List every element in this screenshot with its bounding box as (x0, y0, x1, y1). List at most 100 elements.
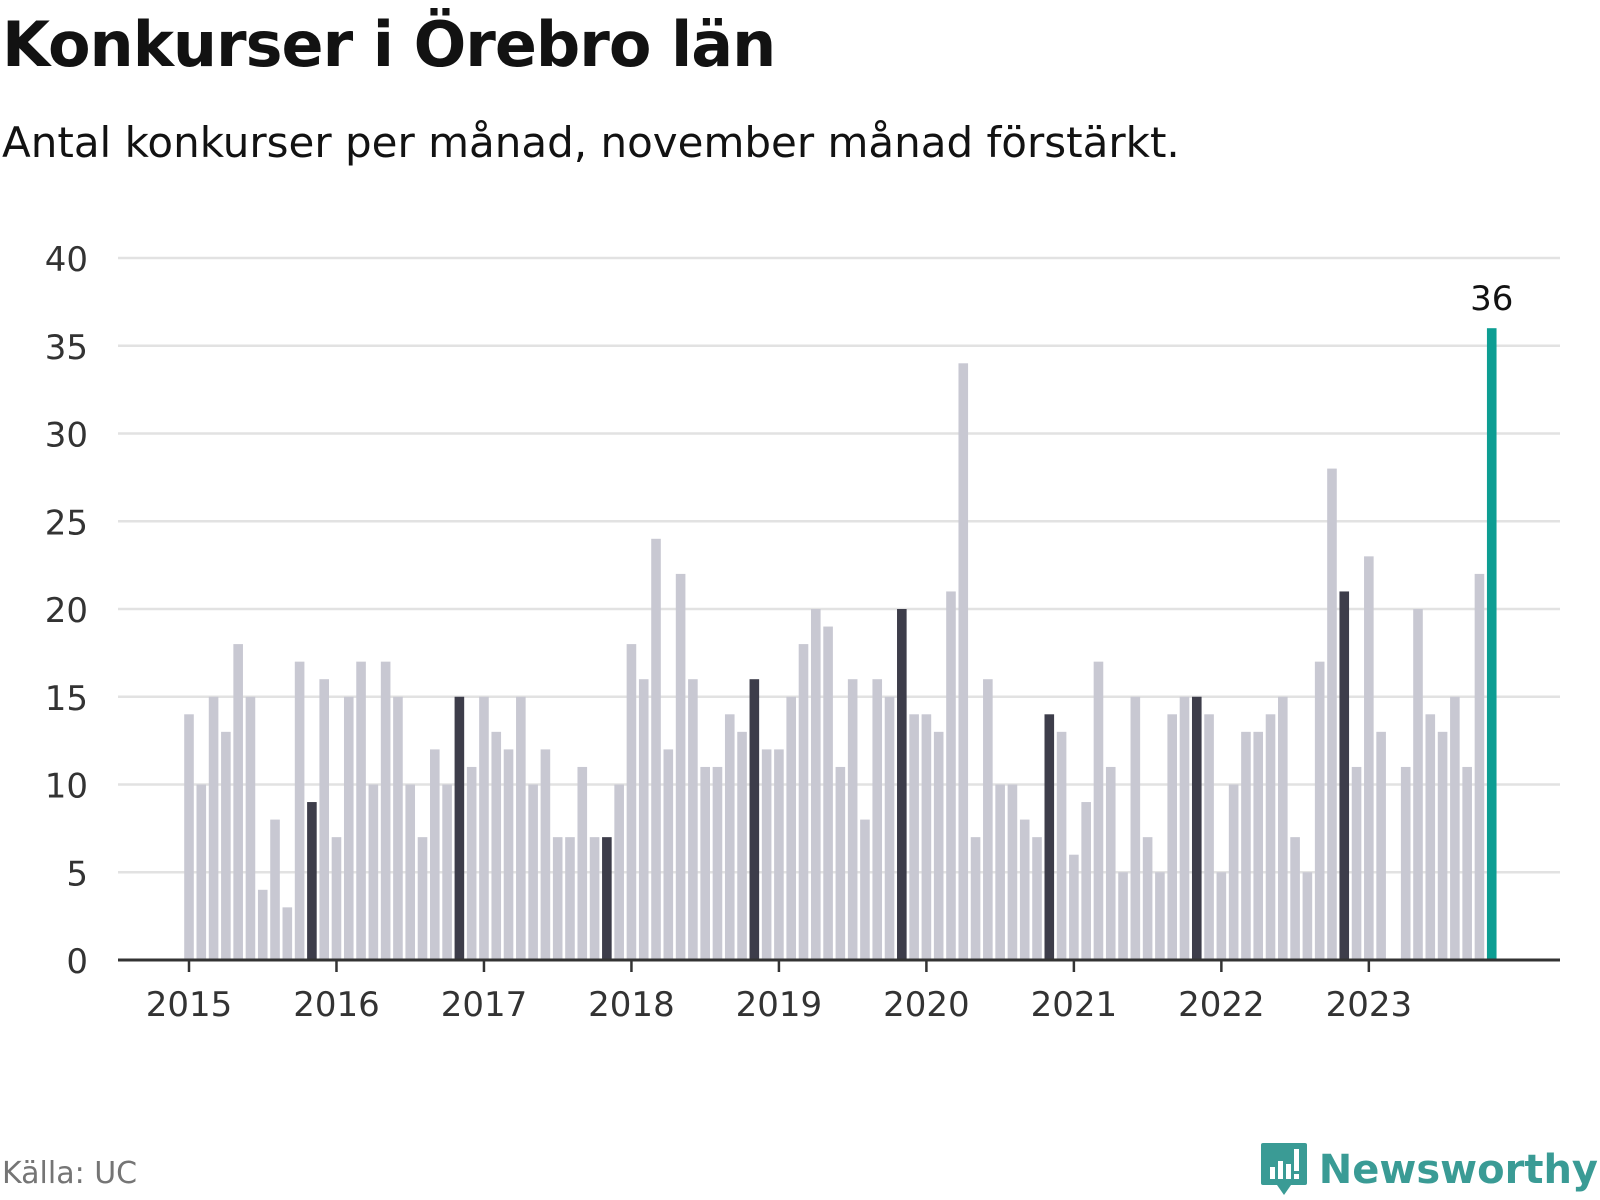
y-tick-label: 15 (45, 679, 88, 719)
bar (786, 696, 797, 960)
bar (356, 661, 366, 960)
x-tick-label: 2015 (146, 985, 233, 1025)
bar (1413, 609, 1423, 960)
grid-lines (118, 256, 1560, 874)
bar (614, 784, 624, 960)
bar (245, 696, 256, 960)
bar (724, 714, 735, 960)
bar (270, 819, 280, 960)
bar (1364, 556, 1374, 960)
newsworthy-logo-icon (1260, 1143, 1307, 1195)
bar (491, 731, 502, 960)
y-tick-label: 20 (45, 591, 88, 631)
bar (1450, 696, 1460, 960)
bar (1019, 819, 1030, 960)
bar (688, 679, 698, 960)
bar (700, 766, 710, 960)
bar (540, 749, 551, 960)
bar (1462, 766, 1472, 960)
bar (1069, 854, 1079, 960)
y-tick-label: 5 (66, 854, 88, 894)
x-tick-label: 2021 (1031, 985, 1118, 1025)
x-tick-label: 2019 (736, 985, 823, 1025)
bar (749, 679, 760, 960)
bar (1130, 696, 1141, 960)
bar (1118, 872, 1128, 960)
bar (1265, 714, 1276, 960)
highlight-value-label: 36 (1470, 279, 1513, 319)
bar (577, 766, 588, 960)
bar (1142, 837, 1153, 960)
bar (1437, 731, 1448, 960)
x-tick-label: 2017 (441, 985, 528, 1025)
bar (319, 679, 329, 960)
bar (1486, 328, 1497, 960)
bar (1056, 731, 1067, 960)
bar (343, 696, 354, 960)
bar (1351, 766, 1362, 960)
bar (1327, 468, 1337, 960)
bar (380, 661, 391, 960)
brand-name: Newsworthy (1318, 1147, 1598, 1193)
bar (1290, 837, 1300, 960)
bars (184, 328, 1497, 960)
bar (1044, 714, 1055, 960)
bar (1425, 714, 1436, 960)
bar (516, 696, 526, 960)
bar (1204, 714, 1214, 960)
bar (589, 837, 600, 960)
bar (307, 802, 317, 960)
y-tick-label: 0 (66, 942, 88, 982)
bar (1400, 766, 1411, 960)
bar (860, 819, 870, 960)
bar (368, 784, 379, 960)
bar (405, 784, 416, 960)
bar (1339, 591, 1350, 960)
bar (897, 609, 907, 960)
bar (958, 363, 969, 960)
bar (331, 837, 342, 960)
y-tick-label: 30 (45, 416, 88, 456)
bar-chart: 0 5 10 15 20 25 30 35 40 2015 2016 2017 2018 2019 202… (45, 240, 1560, 1025)
y-tick-label: 25 (45, 503, 88, 543)
bar (1253, 731, 1264, 960)
bar (196, 784, 207, 960)
bar (737, 731, 747, 960)
bar (946, 591, 956, 960)
bar (294, 661, 305, 960)
bar (430, 749, 440, 960)
bar (651, 538, 661, 960)
bar (626, 644, 637, 960)
bar (774, 749, 784, 960)
x-tick-label: 2022 (1178, 985, 1265, 1025)
y-axis-ticks: 0 5 10 15 20 25 30 35 40 (45, 240, 88, 982)
bar (983, 679, 993, 960)
bar (454, 696, 465, 960)
bar (442, 784, 452, 960)
bar (528, 784, 538, 960)
x-tick-label: 2020 (883, 985, 970, 1025)
bar (602, 837, 612, 960)
bar (872, 679, 883, 960)
bar (712, 766, 723, 960)
bar (1278, 696, 1288, 960)
bar (663, 749, 674, 960)
bar (995, 784, 1005, 960)
bar (1155, 872, 1165, 960)
bar (257, 889, 268, 960)
bar (393, 696, 403, 960)
bar (1179, 696, 1190, 960)
bar (884, 696, 895, 960)
brand-logo: Newsworthy (1259, 1142, 1598, 1198)
x-tick-label: 2023 (1326, 985, 1413, 1025)
bar (835, 766, 846, 960)
bar (1032, 837, 1042, 960)
bar (847, 679, 858, 960)
bar (675, 573, 686, 960)
bar (1474, 573, 1485, 960)
bar (1105, 766, 1116, 960)
bar (221, 731, 231, 960)
bar (1302, 872, 1313, 960)
y-tick-label: 35 (45, 328, 88, 368)
bar (1167, 714, 1177, 960)
